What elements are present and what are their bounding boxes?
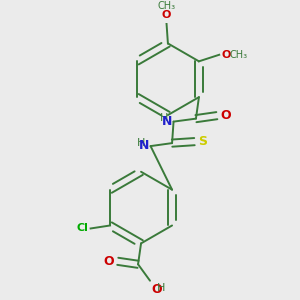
- Text: O: O: [221, 109, 231, 122]
- Text: H: H: [160, 113, 168, 123]
- Text: H: H: [157, 283, 166, 293]
- Text: S: S: [198, 135, 207, 148]
- Text: N: N: [162, 115, 172, 128]
- Text: H: H: [137, 137, 145, 148]
- Text: Cl: Cl: [77, 224, 88, 233]
- Text: O: O: [221, 50, 230, 60]
- Text: O: O: [103, 255, 114, 268]
- Text: O: O: [162, 10, 171, 20]
- Text: O: O: [152, 283, 162, 296]
- Text: N: N: [139, 139, 149, 152]
- Text: CH₃: CH₃: [158, 1, 175, 11]
- Text: CH₃: CH₃: [230, 50, 248, 60]
